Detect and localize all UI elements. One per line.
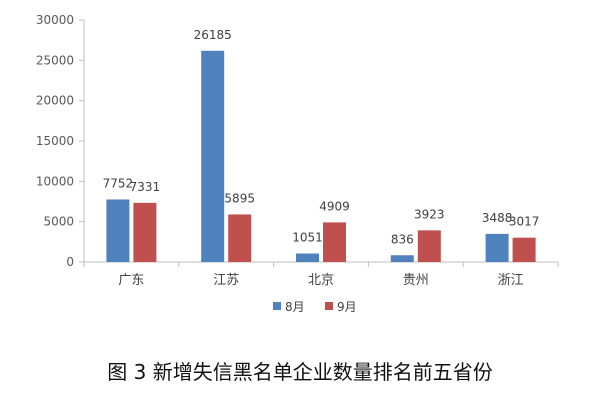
y-tick-label: 30000: [36, 13, 74, 27]
bar: [106, 199, 130, 262]
x-category-label: 浙江: [498, 273, 524, 288]
data-label: 1051: [292, 231, 323, 245]
data-label: 3923: [414, 207, 445, 221]
data-label: 836: [391, 232, 414, 246]
bar: [296, 253, 319, 262]
legend-label: 8月: [285, 300, 305, 314]
x-category-label: 贵州: [403, 273, 429, 288]
bar: [228, 214, 252, 262]
legend-swatch: [325, 302, 333, 310]
x-axis: 广东 江苏 北京 贵州 浙江: [83, 261, 559, 288]
y-tick-label: 10000: [36, 174, 74, 188]
data-label: 5895: [224, 191, 255, 205]
bar: [201, 50, 225, 262]
x-category-label: 江苏: [213, 272, 239, 288]
legend-label: 9月: [337, 300, 357, 314]
data-label: 3488: [482, 211, 513, 225]
y-tick-label: 5000: [43, 215, 74, 229]
data-label: 7752: [103, 176, 134, 190]
figure-caption: 图 3 新增失信黑名单企业数量排名前五省份: [107, 360, 493, 384]
legend-swatch: [273, 302, 281, 310]
data-label: 4909: [319, 199, 350, 213]
x-category-label: 北京: [308, 273, 334, 288]
bars: [106, 50, 536, 262]
y-axis: 0 5000 10000 15000 20000 25000 30000: [36, 13, 85, 269]
y-tick-label: 15000: [36, 134, 74, 148]
legend: 8月 9月: [273, 300, 357, 314]
bar: [512, 237, 536, 262]
data-label: 7331: [130, 180, 161, 194]
y-tick-label: 0: [66, 255, 74, 269]
bar: [133, 202, 157, 262]
x-category-label: 广东: [118, 273, 144, 288]
y-tick-label: 25000: [36, 53, 74, 67]
bar: [417, 230, 441, 262]
bar: [323, 222, 346, 262]
y-tick-label: 20000: [36, 94, 74, 108]
bar: [485, 233, 509, 262]
bar: [390, 255, 414, 262]
data-label: 3017: [509, 215, 540, 229]
data-label: 26185: [194, 28, 232, 42]
